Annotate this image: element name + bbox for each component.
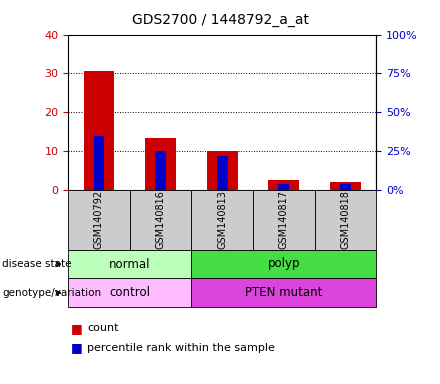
Bar <box>279 184 289 190</box>
Bar <box>330 182 361 190</box>
Text: count: count <box>87 323 119 333</box>
Text: ■: ■ <box>70 341 82 354</box>
Bar <box>340 184 351 190</box>
Text: GSM140813: GSM140813 <box>217 190 227 249</box>
Bar <box>145 137 176 190</box>
Text: GSM140816: GSM140816 <box>156 190 165 249</box>
Text: GDS2700 / 1448792_a_at: GDS2700 / 1448792_a_at <box>132 13 308 27</box>
Text: disease state: disease state <box>2 259 72 269</box>
Bar <box>207 151 238 190</box>
Text: ■: ■ <box>70 322 82 335</box>
Text: GSM140818: GSM140818 <box>341 190 350 249</box>
Text: GSM140817: GSM140817 <box>279 190 289 249</box>
Bar <box>268 180 299 190</box>
Text: PTEN mutant: PTEN mutant <box>245 286 323 299</box>
Bar <box>155 151 166 190</box>
Text: control: control <box>109 286 150 299</box>
Bar <box>217 156 227 190</box>
Text: genotype/variation: genotype/variation <box>2 288 101 298</box>
Text: percentile rank within the sample: percentile rank within the sample <box>87 343 275 353</box>
Bar <box>94 136 104 190</box>
Text: normal: normal <box>109 258 150 270</box>
Text: polyp: polyp <box>268 258 300 270</box>
Text: GSM140792: GSM140792 <box>94 190 104 249</box>
Bar <box>84 71 114 190</box>
